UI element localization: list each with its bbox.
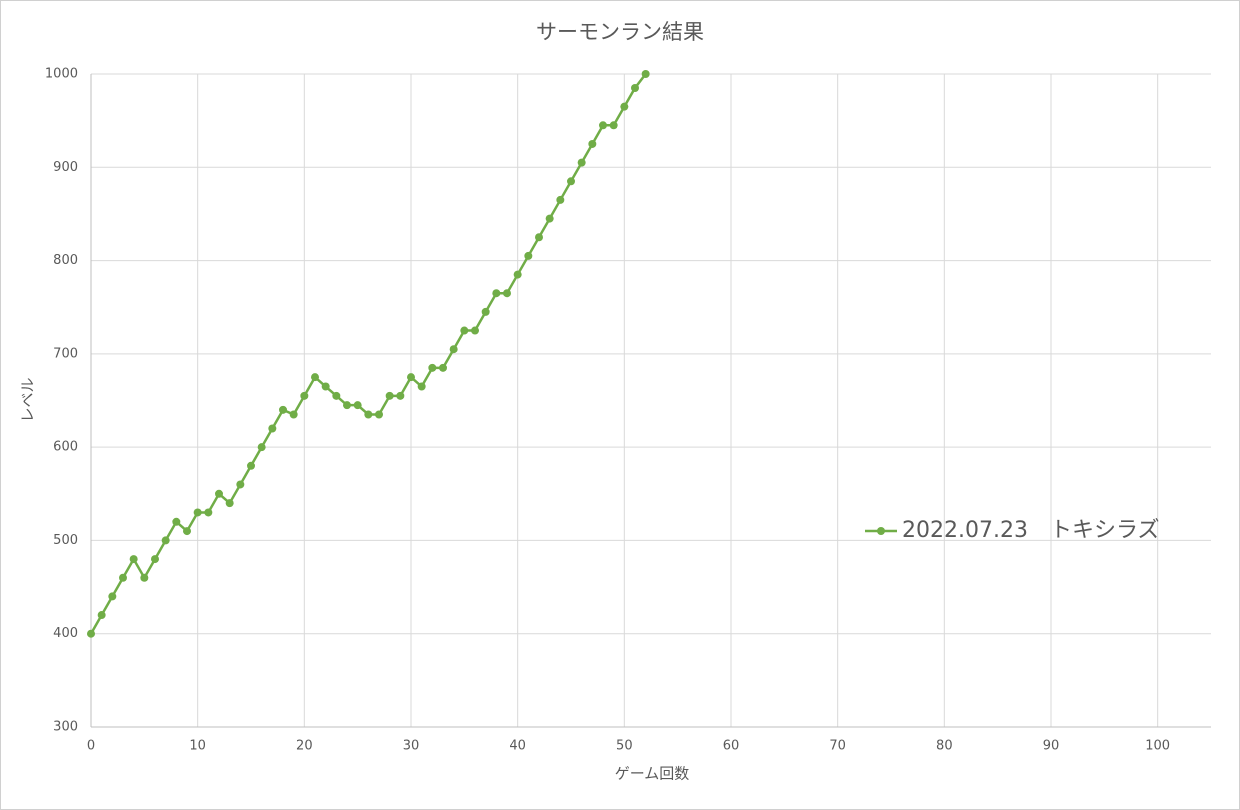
x-tick-label: 60 — [723, 739, 740, 754]
point — [641, 70, 650, 78]
y-tick-label: 600 — [53, 440, 78, 455]
point — [193, 508, 202, 517]
point — [577, 158, 586, 167]
point — [321, 382, 330, 391]
point — [364, 410, 373, 419]
point — [119, 573, 127, 582]
point — [428, 363, 437, 372]
x-tick-label: 0 — [87, 739, 95, 754]
chart-title: サーモンラン結果 — [536, 20, 704, 44]
point — [567, 177, 575, 186]
x-tick-label: 80 — [936, 739, 953, 754]
x-tick-label: 90 — [1043, 739, 1060, 754]
legend-label: 2022.07.23 トキシラズ — [902, 518, 1160, 543]
y-tick-label: 800 — [53, 253, 78, 268]
point — [599, 121, 607, 130]
point — [172, 517, 181, 526]
point — [588, 139, 597, 148]
point — [257, 443, 266, 452]
point — [204, 508, 213, 517]
y-tick-label: 900 — [53, 160, 78, 175]
point — [343, 401, 351, 410]
x-axis-label: ゲーム回数 — [615, 765, 690, 783]
point — [385, 391, 394, 400]
point — [151, 555, 159, 564]
point — [620, 102, 629, 111]
point — [161, 536, 170, 545]
point — [407, 373, 415, 382]
point — [439, 363, 447, 372]
point — [353, 401, 362, 410]
point — [140, 573, 149, 582]
point — [609, 121, 618, 130]
point — [460, 326, 469, 335]
x-tick-label: 10 — [189, 739, 206, 754]
point — [535, 233, 543, 242]
point — [215, 489, 223, 498]
point — [108, 592, 117, 601]
x-tick-label: 100 — [1145, 739, 1170, 754]
x-tick-label: 40 — [509, 739, 526, 754]
point — [225, 499, 234, 508]
y-tick-label: 400 — [53, 626, 78, 641]
point — [375, 410, 383, 419]
point — [556, 195, 565, 204]
point — [87, 629, 95, 638]
point — [332, 391, 341, 400]
point — [396, 391, 405, 400]
point — [183, 527, 191, 536]
point — [417, 382, 426, 391]
point — [97, 611, 106, 620]
y-tick-label: 1000 — [45, 67, 78, 82]
y-axis-label: レベル — [19, 377, 37, 422]
x-tick-label: 30 — [403, 739, 420, 754]
x-tick-label: 70 — [829, 739, 846, 754]
point — [471, 326, 479, 335]
point — [524, 251, 533, 260]
point — [449, 345, 458, 354]
point — [289, 410, 298, 419]
point — [492, 289, 501, 298]
y-tick-label: 500 — [53, 533, 78, 548]
point — [236, 480, 245, 489]
point — [300, 391, 309, 400]
legend-marker — [877, 527, 885, 535]
point — [503, 289, 511, 298]
point — [268, 424, 277, 433]
point — [513, 270, 522, 279]
x-tick-label: 50 — [616, 739, 633, 754]
point — [481, 307, 490, 316]
point — [545, 214, 554, 223]
x-tick-label: 20 — [296, 739, 313, 754]
point — [311, 373, 319, 382]
point — [247, 461, 255, 470]
point — [279, 405, 287, 414]
y-tick-label: 300 — [53, 720, 78, 735]
point — [631, 83, 639, 92]
point — [129, 555, 138, 564]
y-tick-label: 700 — [53, 346, 78, 361]
